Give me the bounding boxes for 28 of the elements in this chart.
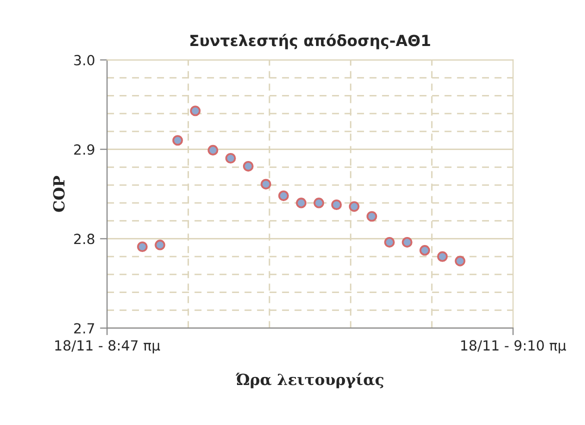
point xyxy=(384,236,395,248)
point xyxy=(437,251,448,262)
point xyxy=(137,241,148,252)
chart-title: Συντελεστής απόδοσης-ΑΘ1 xyxy=(190,34,430,50)
point xyxy=(402,236,412,248)
point xyxy=(348,201,360,212)
y-tick-label: 3.0 xyxy=(74,54,94,66)
y-tick-label: 2.8 xyxy=(74,234,94,244)
point xyxy=(454,256,466,266)
point xyxy=(242,161,254,172)
x-tick-label: 18/11 - 8:47 πμ xyxy=(55,340,160,354)
y-axis-title: COP xyxy=(53,176,65,212)
point xyxy=(190,106,201,116)
point xyxy=(366,211,378,222)
point xyxy=(225,152,236,164)
point xyxy=(419,245,430,256)
x-axis-title: Ώρα λειτουργίας xyxy=(236,372,384,388)
point xyxy=(314,198,324,208)
point xyxy=(278,190,289,202)
point xyxy=(154,240,166,250)
point xyxy=(172,135,183,146)
point xyxy=(208,144,218,156)
y-tick-label: 2.9 xyxy=(74,144,94,155)
x-tick-label: 18/11 - 9:10 πμ xyxy=(461,340,566,354)
point xyxy=(296,198,307,208)
y-tick-label: 2.7 xyxy=(74,323,94,334)
point xyxy=(331,199,342,210)
point xyxy=(260,178,272,190)
